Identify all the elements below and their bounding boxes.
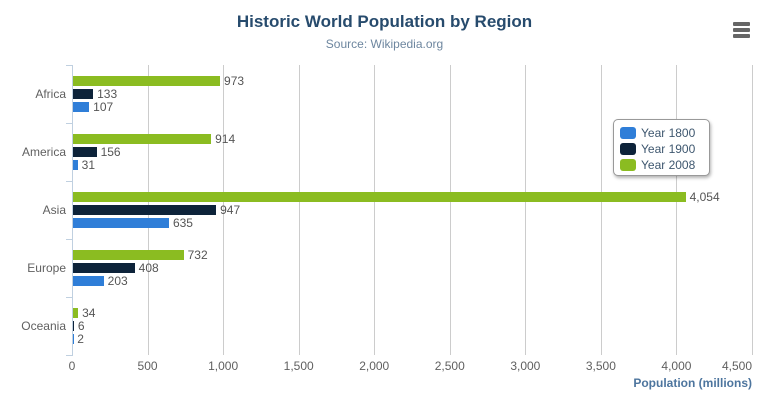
y-axis-category-label: Oceania [21,319,66,333]
bar[interactable] [73,321,74,331]
hamburger-menu-icon [733,28,750,32]
x-axis-tick-label: 2,500 [434,359,465,373]
bar[interactable] [73,276,104,286]
y-axis-tick [66,181,72,182]
x-gridline [676,65,678,355]
y-axis-tick [66,355,72,356]
legend: Year 1800 Year 1900 Year 2008 [613,119,710,176]
hamburger-menu-icon [733,22,750,26]
x-axis-tick-label: 3,000 [510,359,541,373]
y-axis-category-label: Africa [35,87,66,101]
bar-value-label: 408 [138,261,159,275]
x-gridline [449,65,451,355]
y-axis-tick [66,65,72,66]
bar[interactable] [73,308,79,318]
chart-subtitle: Source: Wikipedia.org [325,37,444,51]
bar[interactable] [73,263,135,273]
bar[interactable] [73,218,169,228]
y-axis-category-label: Europe [27,261,66,275]
x-axis-tick-label: 0 [68,359,76,373]
x-axis-tick-label: 3,500 [585,359,616,373]
legend-item[interactable]: Year 1900 [620,141,709,157]
legend-color-swatch-icon [620,127,636,139]
export-menu-button[interactable] [733,22,750,38]
x-axis-tick-label: 2,000 [359,359,390,373]
legend-item-label: Year 1800 [641,126,696,140]
bar-value-label: 156 [100,145,121,159]
x-gridline [600,65,602,355]
y-axis-tick [66,297,72,298]
bar-value-label: 107 [93,100,114,114]
bar-value-label: 732 [187,248,208,262]
bar-value-label: 133 [97,87,118,101]
bar-value-label: 31 [81,158,96,172]
bar-value-label: 914 [215,132,236,146]
legend-item[interactable]: Year 2008 [620,157,709,173]
y-axis-category-label: Asia [42,203,66,217]
x-gridline [752,65,753,355]
bar[interactable] [73,102,90,112]
y-axis-tick [66,239,72,240]
x-axis-tick-label: 4,500 [721,359,752,373]
x-gridline [223,65,225,355]
bar[interactable] [73,250,184,260]
legend-item-label: Year 1900 [641,142,696,156]
chart-title: Historic World Population by Region [236,12,533,31]
bar-value-label: 203 [107,274,128,288]
bar[interactable] [73,147,97,157]
bar[interactable] [73,205,217,215]
bar[interactable] [73,89,94,99]
hamburger-menu-icon [733,34,750,38]
legend-color-swatch-icon [620,159,636,171]
bar-value-label: 34 [82,306,96,320]
x-axis-tick-label: 500 [137,359,158,373]
y-axis-category-label: America [21,145,66,159]
x-axis-tick-label: 1,000 [208,359,239,373]
x-axis-tick-label: 1,500 [283,359,314,373]
bar[interactable] [73,134,212,144]
x-axis-title: Population (millions) [633,376,752,390]
bar[interactable] [73,76,221,86]
x-gridline [298,65,300,355]
bar-value-label: 4,054 [689,190,720,204]
x-gridline [374,65,376,355]
bar[interactable] [73,160,78,170]
x-axis-tick-label: 4,000 [661,359,692,373]
bar-value-label: 6 [77,319,85,333]
y-axis-line [72,65,73,356]
bar[interactable] [73,192,686,202]
x-gridline [525,65,527,355]
bar-value-label: 2 [77,332,84,346]
legend-color-swatch-icon [620,143,636,155]
y-axis-tick [66,123,72,124]
legend-item-label: Year 2008 [641,158,696,172]
bar-value-label: 973 [224,74,245,88]
bar-value-label: 635 [172,216,193,230]
legend-item[interactable]: Year 1800 [620,125,709,141]
bar-value-label: 947 [220,203,241,217]
